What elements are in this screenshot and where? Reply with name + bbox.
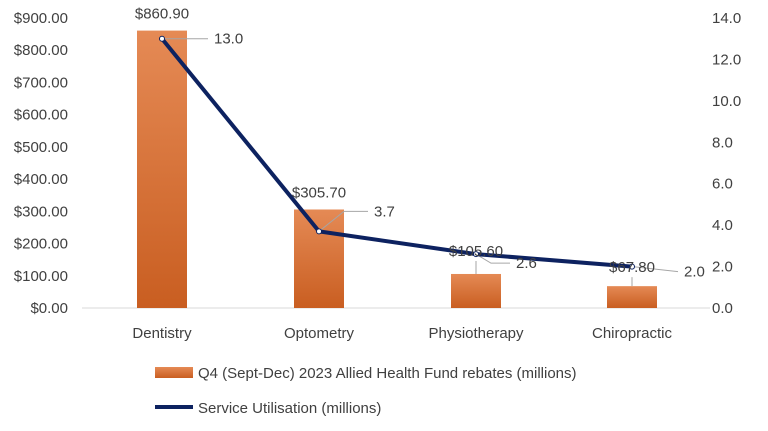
line-point: [159, 35, 165, 42]
category-label: Dentistry: [132, 325, 192, 342]
category-label: Physiotherapy: [428, 325, 524, 342]
legend-bar-swatch: [155, 367, 193, 378]
left-axis-tick: $500.00: [14, 139, 68, 156]
bar: [137, 30, 187, 309]
line-label-leader: [631, 266, 679, 273]
left-axis-tick: $400.00: [14, 171, 68, 188]
line-point: [316, 228, 322, 235]
line-value-label: 3.7: [374, 203, 395, 220]
legend-line-label: Service Utilisation (millions): [198, 400, 381, 417]
right-axis-tick: 8.0: [712, 134, 733, 151]
left-axis-tick: $600.00: [14, 107, 68, 124]
right-axis: 0.0 2.0 4.0 6.0 8.0 10.0 12.0 14.0: [712, 10, 741, 317]
line-point: [473, 251, 479, 258]
category-labels: Dentistry Optometry Physiotherapy Chiroprac…: [132, 325, 672, 342]
line-label-leader: [318, 210, 368, 232]
legend: Q4 (Sept-Dec) 2023 Allied Health Fund re…: [155, 365, 577, 417]
leader-lines: [162, 38, 679, 287]
left-axis: $0.00 $100.00 $200.00 $300.00 $400.00 $500.00…: [14, 10, 68, 317]
left-axis-tick: $0.00: [30, 300, 68, 317]
bar-value-label: $105.60: [449, 243, 503, 260]
line-label-leader: [475, 253, 510, 264]
left-axis-tick: $800.00: [14, 42, 68, 59]
right-axis-tick: 0.0: [712, 300, 733, 317]
line-value-label: 2.0: [684, 264, 705, 281]
series-line: [160, 36, 634, 269]
left-axis-tick: $200.00: [14, 236, 68, 253]
right-axis-tick: 6.0: [712, 176, 733, 193]
line-point: [629, 263, 635, 270]
left-axis-tick: $100.00: [14, 268, 68, 285]
right-axis-tick: 2.0: [712, 259, 733, 276]
category-label: Optometry: [284, 325, 355, 342]
left-axis-tick: $900.00: [14, 10, 68, 27]
line-value-label: 2.6: [516, 255, 537, 272]
bar: [607, 286, 657, 308]
right-axis-tick: 12.0: [712, 51, 741, 68]
bar-series: [137, 30, 657, 309]
bar-value-label: $860.90: [135, 6, 189, 23]
left-axis-tick: $700.00: [14, 74, 68, 91]
bar-value-label: $305.70: [292, 184, 346, 201]
bar: [294, 209, 344, 308]
right-axis-tick: 14.0: [712, 10, 741, 27]
line-value-label: 13.0: [214, 31, 243, 48]
legend-bar-label: Q4 (Sept-Dec) 2023 Allied Health Fund re…: [198, 365, 577, 382]
bar-value-label: $67.80: [609, 259, 655, 276]
left-axis-tick: $300.00: [14, 203, 68, 220]
data-labels: $860.90 $305.70 $105.60 $67.80 13.0 3.7 2.6 2.0: [135, 6, 705, 281]
right-axis-tick: 4.0: [712, 217, 733, 234]
right-axis-tick: 10.0: [712, 93, 741, 110]
line-series: [159, 35, 635, 270]
bar: [451, 273, 501, 308]
category-label: Chiropractic: [592, 325, 673, 342]
